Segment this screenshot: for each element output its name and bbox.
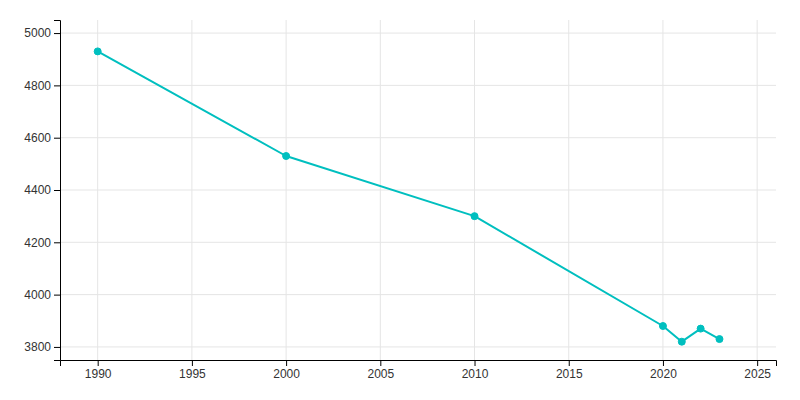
tick-label: 2020: [650, 367, 677, 381]
tick-mark: [54, 295, 60, 296]
tick: 3800: [24, 340, 60, 354]
chart-container: 1990 1995 2000 2005 2010 2015 2020 2025 3800 4000…: [0, 0, 800, 400]
tick: 4800: [24, 79, 60, 93]
grid: [60, 20, 776, 360]
point: [94, 48, 101, 55]
tick-label: 2025: [744, 367, 771, 381]
tick-label: 4600: [24, 131, 51, 145]
line: [98, 51, 720, 341]
point: [716, 336, 723, 343]
tick-label: 4400: [24, 183, 51, 197]
tick-label: 4000: [24, 288, 51, 302]
tick: 1995: [179, 360, 206, 381]
tick: 2020: [650, 360, 677, 381]
tick: 4600: [24, 131, 60, 145]
tick: 2015: [556, 360, 583, 381]
tick-mark: [54, 242, 60, 243]
grid-line: [60, 137, 776, 138]
tick-mark: [663, 360, 664, 366]
grid-line: [60, 85, 776, 86]
tick-mark: [54, 347, 60, 348]
point: [697, 325, 704, 332]
grid-line: [60, 190, 776, 191]
point: [471, 213, 478, 220]
tick-label: 1990: [85, 367, 112, 381]
grid-line: [60, 33, 776, 34]
tick-mark: [54, 85, 60, 86]
tick-label: 1995: [179, 367, 206, 381]
tick-mark: [286, 360, 287, 366]
grid-line: [60, 294, 776, 295]
tick-mark: [475, 360, 476, 366]
axis-line: [54, 21, 61, 361]
plot-area: [94, 48, 723, 345]
tick-mark: [98, 360, 99, 366]
tick: 2000: [273, 360, 300, 381]
point: [678, 338, 685, 345]
grid-line: [60, 242, 776, 243]
tick-mark: [380, 360, 381, 366]
tick-label: 2015: [556, 367, 583, 381]
tick-label: 4800: [24, 79, 51, 93]
tick: 4000: [24, 288, 60, 302]
tick-mark: [757, 360, 758, 366]
tick-label: 2000: [273, 367, 300, 381]
y-axis: 3800 4000 4200 4400 4600 4800 5000: [24, 21, 60, 361]
tick: 2010: [462, 360, 489, 381]
tick-mark: [54, 190, 60, 191]
tick: 1990: [85, 360, 112, 381]
tick-mark: [54, 33, 60, 34]
tick-label: 2005: [367, 367, 394, 381]
tick: 4400: [24, 183, 60, 197]
tick-label: 5000: [24, 26, 51, 40]
point: [283, 153, 290, 160]
axis-line: [61, 361, 777, 367]
x-axis: 1990 1995 2000 2005 2010 2015 2020 2025: [61, 360, 777, 381]
tick-mark: [192, 360, 193, 366]
point: [659, 323, 666, 330]
tick: 5000: [24, 26, 60, 40]
tick: 2025: [744, 360, 771, 381]
tick-label: 4200: [24, 236, 51, 250]
tick-label: 3800: [24, 340, 51, 354]
grid-line: [60, 346, 776, 347]
tick-label: 2010: [462, 367, 489, 381]
tick-mark: [569, 360, 570, 366]
tick: 4200: [24, 236, 60, 250]
tick-mark: [54, 138, 60, 139]
chart-svg: 1990 1995 2000 2005 2010 2015 2020 2025 3800 4000…: [0, 0, 800, 400]
tick: 2005: [367, 360, 394, 381]
